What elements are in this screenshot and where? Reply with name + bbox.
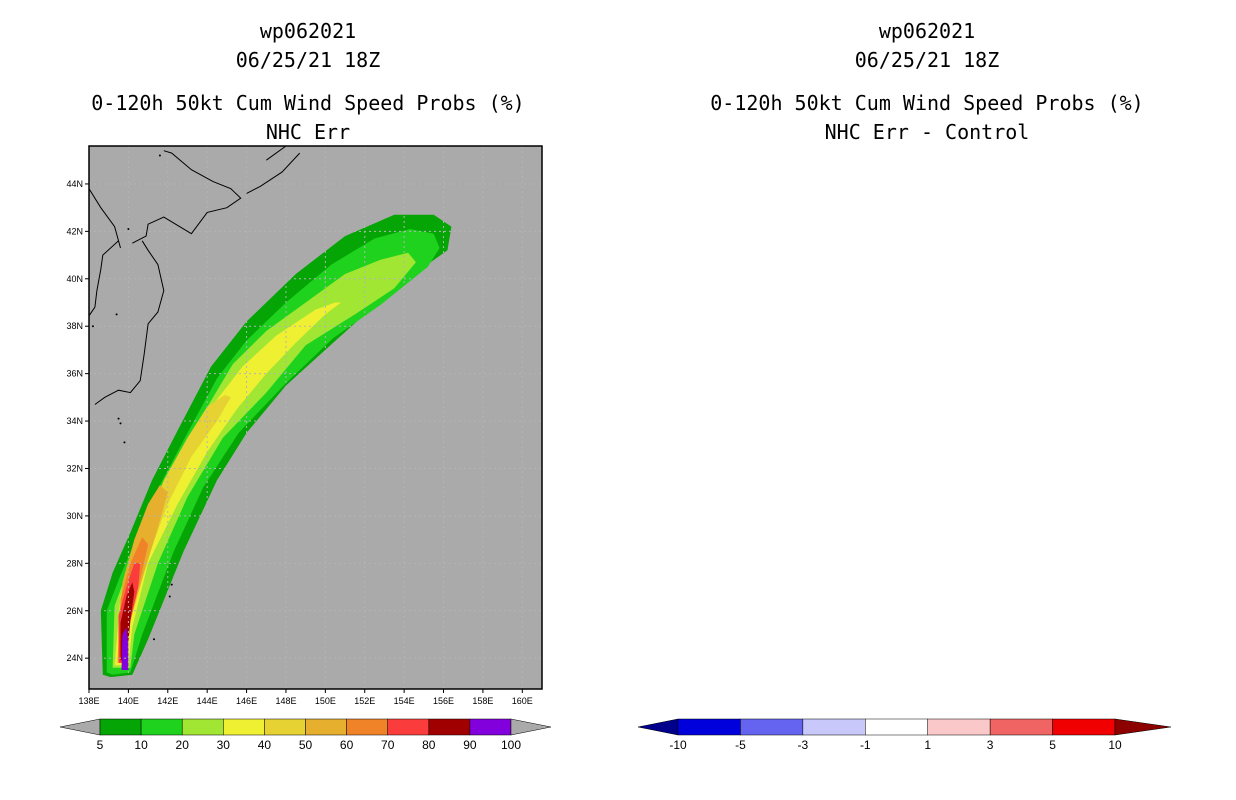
left-colorbar-label: 100 <box>501 738 521 752</box>
left-y-tick-label: 42N <box>66 226 83 236</box>
left-colorbar: 5 10 20 30 40 50 60 70 80 90 100 <box>59 718 552 752</box>
left-coastline <box>266 146 287 161</box>
left-y-tick-label: 34N <box>66 416 83 426</box>
left-colorbar-label: 60 <box>340 738 354 752</box>
left-island <box>115 313 118 316</box>
left-colorbar-box-5 <box>305 718 347 736</box>
right-colorbar-label: -3 <box>798 738 809 752</box>
left-colorbar-label: 20 <box>176 738 190 752</box>
right-colorbar-box-2 <box>802 718 866 736</box>
left-y-tick-label: 30N <box>66 511 83 521</box>
right-colorbar: -10 -5 -3 -1 1 3 5 10 <box>637 718 1172 752</box>
left-prob-20-area <box>112 252 416 668</box>
left-y-tick-label: 28N <box>66 558 83 568</box>
left-x-tick-label: 148E <box>275 696 296 706</box>
left-island <box>152 638 155 641</box>
left-x-tick-label: 140E <box>118 696 139 706</box>
left-colorbar-box-4 <box>264 718 306 736</box>
left-title: 0-120h 50kt Cum Wind Speed Probs (%) <box>91 91 525 115</box>
left-datetime: 06/25/21 18Z <box>235 48 381 72</box>
left-storm-id: wp062021 <box>259 19 357 43</box>
left-colorbar-box-3 <box>223 718 265 736</box>
right-colorbar-box-1 <box>740 718 804 736</box>
right-datetime: 06/25/21 18Z <box>854 48 1000 72</box>
right-colorbar-box-4 <box>927 718 991 736</box>
left-island <box>117 417 120 420</box>
left-plot-frame <box>88 145 543 690</box>
difference-map-right: 138E140E142E144E146E148E150E152E154E156E… <box>637 718 1172 752</box>
right-colorbar-label: -1 <box>860 738 871 752</box>
left-island <box>127 227 130 230</box>
left-x-tick-label: 156E <box>433 696 454 706</box>
left-island <box>123 441 126 444</box>
left-island <box>170 583 173 586</box>
right-storm-id: wp062021 <box>878 19 976 43</box>
left-y-tick-label: 44N <box>66 179 83 189</box>
left-x-tick-label: 160E <box>512 696 533 706</box>
left-coastline <box>246 152 301 194</box>
left-x-tick-label: 154E <box>394 696 415 706</box>
left-y-tick-label: 26N <box>66 606 83 616</box>
left-colorbar-box-6 <box>346 718 388 736</box>
left-y-tick-label: 40N <box>66 274 83 284</box>
right-colorbar-high-extend <box>1114 718 1172 736</box>
left-colorbar-box-1 <box>140 718 183 736</box>
left-colorbar-label: 70 <box>381 738 395 752</box>
left-coastline <box>132 150 242 244</box>
right-subtitle: NHC Err - Control <box>824 120 1030 144</box>
left-island <box>91 325 94 328</box>
left-x-tick-label: 142E <box>157 696 178 706</box>
right-colorbar-box-5 <box>989 718 1053 736</box>
left-x-tick-label: 158E <box>472 696 493 706</box>
left-coastline <box>168 108 227 144</box>
right-colorbar-box-3 <box>865 718 928 736</box>
left-coastline <box>311 146 313 147</box>
left-island <box>168 595 171 598</box>
left-colorbar-label: 10 <box>134 738 148 752</box>
left-colorbar-box-7 <box>387 718 430 736</box>
left-island <box>119 422 122 425</box>
right-colorbar-label: -10 <box>669 738 687 752</box>
left-colorbar-label: 40 <box>258 738 272 752</box>
left-coastline <box>94 240 165 405</box>
left-colorbar-label: 5 <box>97 738 104 752</box>
left-y-tick-label: 38N <box>66 321 83 331</box>
left-colorbar-label: 90 <box>463 738 477 752</box>
right-colorbar-low-extend <box>637 718 679 736</box>
left-colorbar-label: 80 <box>422 738 436 752</box>
right-colorbar-label: 5 <box>1049 738 1056 752</box>
left-x-tick-label: 144E <box>197 696 218 706</box>
left-colorbar-label: 50 <box>299 738 313 752</box>
left-y-tick-label: 24N <box>66 653 83 663</box>
right-colorbar-box-0 <box>677 718 741 736</box>
left-x-tick-label: 146E <box>236 696 257 706</box>
left-coastline <box>89 188 121 317</box>
left-colorbar-box-2 <box>181 718 224 736</box>
right-colorbar-box-6 <box>1052 718 1116 736</box>
left-y-tick-label: 36N <box>66 369 83 379</box>
right-colorbar-label: 3 <box>987 738 994 752</box>
left-x-tick-label: 138E <box>78 696 99 706</box>
left-island <box>158 154 161 157</box>
left-colorbar-box-0 <box>99 718 142 736</box>
right-colorbar-label: 10 <box>1108 738 1122 752</box>
right-colorbar-label: 1 <box>924 738 931 752</box>
left-colorbar-label: 30 <box>217 738 231 752</box>
left-plot-area <box>89 108 542 689</box>
left-x-tick-label: 152E <box>354 696 375 706</box>
right-colorbar-label: -5 <box>735 738 746 752</box>
left-subtitle: NHC Err <box>265 120 351 144</box>
left-prob-90-area <box>121 627 129 670</box>
left-colorbar-low-extend <box>59 718 101 736</box>
left-x-tick-label: 150E <box>315 696 336 706</box>
right-title: 0-120h 50kt Cum Wind Speed Probs (%) <box>710 91 1144 115</box>
left-colorbar-box-9 <box>469 718 512 736</box>
probability-map-left: 138E 140E 142E 144E 146E 148E 150E 152E 154E 156E… <box>59 108 552 752</box>
left-colorbar-high-extend <box>510 718 552 736</box>
left-y-tick-label: 32N <box>66 463 83 473</box>
left-colorbar-box-8 <box>428 718 471 736</box>
